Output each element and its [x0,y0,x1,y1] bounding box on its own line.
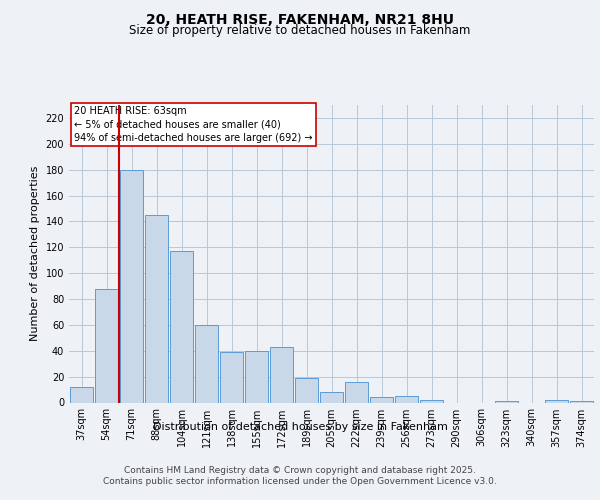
Text: Contains public sector information licensed under the Open Government Licence v3: Contains public sector information licen… [103,477,497,486]
Bar [95,288,118,403]
Bar [120,170,143,402]
Bar [545,400,568,402]
Bar [295,378,318,402]
Bar [170,251,193,402]
Text: Distribution of detached houses by size in Fakenham: Distribution of detached houses by size … [152,422,448,432]
Text: 20 HEATH RISE: 63sqm
← 5% of detached houses are smaller (40)
94% of semi-detach: 20 HEATH RISE: 63sqm ← 5% of detached ho… [74,106,313,143]
Bar [220,352,243,403]
Text: 20, HEATH RISE, FAKENHAM, NR21 8HU: 20, HEATH RISE, FAKENHAM, NR21 8HU [146,12,454,26]
Bar [370,398,393,402]
Text: Contains HM Land Registry data © Crown copyright and database right 2025.: Contains HM Land Registry data © Crown c… [124,466,476,475]
Y-axis label: Number of detached properties: Number of detached properties [30,166,40,342]
Bar [270,347,293,403]
Bar [495,401,518,402]
Bar [345,382,368,402]
Bar [145,215,168,402]
Bar [395,396,418,402]
Bar [245,351,268,403]
Text: Size of property relative to detached houses in Fakenham: Size of property relative to detached ho… [130,24,470,37]
Bar [195,325,218,402]
Bar [420,400,443,402]
Bar [320,392,343,402]
Bar [70,387,93,402]
Bar [570,401,593,402]
